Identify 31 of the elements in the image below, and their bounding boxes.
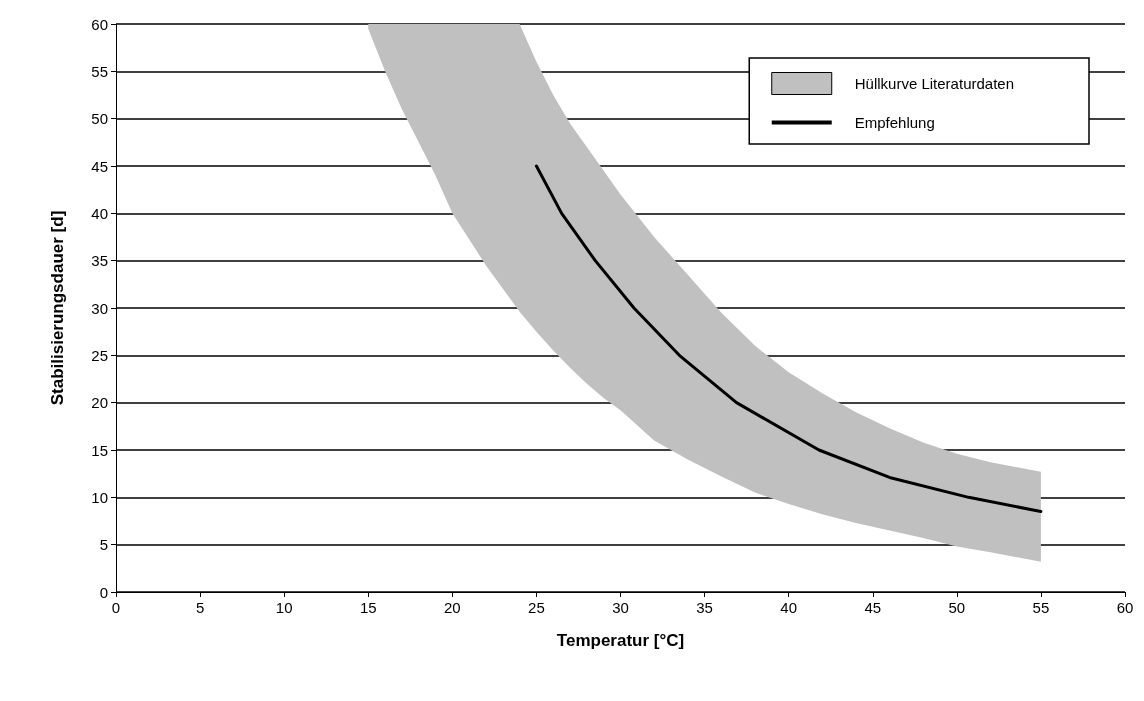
x-tick-label: 25	[528, 599, 545, 616]
x-tick-label: 40	[780, 599, 798, 616]
x-axis-title: Temperatur [°C]	[556, 631, 685, 650]
y-tick-label: 45	[91, 157, 108, 175]
y-tick-label: 5	[99, 536, 108, 554]
y-tick-label: 10	[91, 488, 108, 506]
x-tick-label: 20	[443, 599, 461, 616]
x-tick-label: 35	[696, 599, 713, 616]
legend-label: Empfehlung	[854, 114, 935, 131]
x-tick-label: 10	[275, 599, 293, 616]
line-series	[534, 164, 1043, 514]
y-tick-label: 60	[91, 15, 108, 33]
y-axis-title: Stabilisierungsdauer [d]	[48, 210, 67, 406]
x-tick-label: 15	[359, 599, 377, 616]
x-tick-label: 45	[864, 599, 882, 616]
x-tick-label: 50	[948, 599, 966, 616]
legend-label: Hüllkurve Literaturdaten	[854, 75, 1015, 92]
x-tick-label: 60	[1116, 599, 1134, 616]
x-tick-label: 5	[195, 599, 205, 616]
y-tick-label: 40	[91, 204, 108, 222]
y-tick-label: 55	[91, 62, 108, 80]
x-tick-label: 0	[111, 599, 121, 616]
y-tick-label: 30	[91, 299, 108, 317]
y-tick-label: 0	[99, 583, 108, 601]
y-tick-label: 50	[91, 110, 108, 128]
x-tick-label: 30	[612, 599, 629, 616]
y-tick-label: 35	[91, 252, 108, 270]
x-tick-label: 55	[1032, 599, 1050, 616]
y-tick-label: 20	[91, 394, 108, 412]
y-tick-label: 25	[91, 346, 108, 364]
y-tick-label: 15	[91, 441, 108, 459]
